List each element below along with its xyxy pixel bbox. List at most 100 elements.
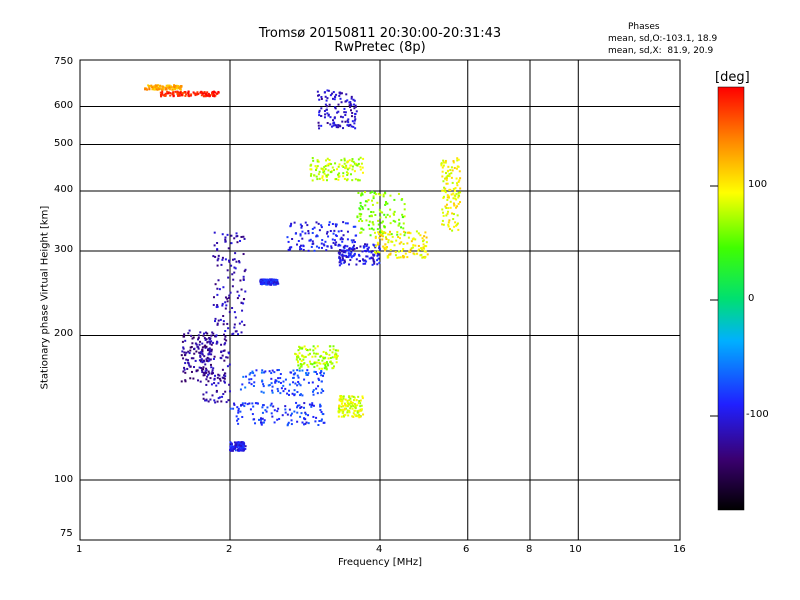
data-point <box>299 245 302 248</box>
data-point <box>444 187 447 190</box>
data-point <box>237 422 240 425</box>
data-point <box>350 125 353 128</box>
data-point <box>326 245 329 248</box>
data-point <box>400 226 403 229</box>
data-point <box>178 93 181 96</box>
data-point <box>155 87 158 90</box>
data-point <box>305 348 308 351</box>
data-point <box>284 378 287 381</box>
data-point <box>385 202 388 205</box>
data-point <box>398 237 401 240</box>
data-point <box>446 196 449 199</box>
data-point <box>360 404 363 407</box>
data-point <box>381 235 384 238</box>
data-point <box>154 87 157 90</box>
data-point <box>199 340 202 343</box>
data-point <box>343 402 346 405</box>
data-point <box>389 253 392 256</box>
data-point <box>248 378 251 381</box>
data-point <box>325 249 328 252</box>
data-point <box>352 160 355 163</box>
data-point <box>268 278 271 281</box>
data-point <box>260 422 263 425</box>
data-point <box>242 298 245 301</box>
data-point <box>352 405 355 408</box>
data-point <box>206 332 209 335</box>
data-point <box>300 406 303 409</box>
data-point <box>379 210 382 213</box>
data-point <box>234 316 237 319</box>
data-point <box>217 279 220 282</box>
data-point <box>241 402 244 405</box>
data-point <box>206 356 209 359</box>
data-point <box>361 171 364 174</box>
data-point <box>325 232 328 235</box>
data-point <box>349 254 352 257</box>
data-point <box>165 87 168 90</box>
data-point <box>357 415 360 418</box>
data-point <box>441 208 444 211</box>
data-point <box>338 172 341 175</box>
data-point <box>262 391 265 394</box>
data-point <box>321 412 324 415</box>
data-point <box>312 345 315 348</box>
data-point <box>359 215 362 218</box>
data-point <box>204 331 207 334</box>
data-point <box>236 406 239 409</box>
data-point <box>249 371 252 374</box>
data-point <box>271 391 274 394</box>
data-point <box>342 234 345 237</box>
data-point <box>233 258 236 261</box>
data-point <box>372 254 375 257</box>
data-point <box>243 405 246 408</box>
data-point <box>346 178 349 181</box>
data-point <box>349 259 352 262</box>
data-point <box>320 374 323 377</box>
data-point <box>359 245 362 248</box>
data-point <box>332 91 335 94</box>
data-point <box>304 355 307 358</box>
data-point <box>346 124 349 127</box>
data-point <box>212 303 215 306</box>
data-point <box>213 244 216 247</box>
data-point <box>343 407 346 410</box>
data-point <box>338 264 341 267</box>
data-point <box>332 365 335 368</box>
data-point <box>337 124 340 127</box>
data-point <box>385 237 388 240</box>
data-point <box>336 111 339 114</box>
data-point <box>194 359 197 362</box>
data-point <box>415 230 418 233</box>
data-point <box>231 307 234 310</box>
data-point <box>357 178 360 181</box>
data-point <box>307 365 310 368</box>
data-point <box>342 172 345 175</box>
data-point <box>370 251 373 254</box>
data-point <box>329 229 332 232</box>
data-point <box>243 324 246 327</box>
data-point <box>402 222 405 225</box>
data-point <box>311 381 314 384</box>
data-point <box>346 222 349 225</box>
data-point <box>359 409 362 412</box>
data-point <box>276 281 279 284</box>
data-point <box>334 106 337 109</box>
data-point <box>374 193 377 196</box>
data-point <box>261 369 264 372</box>
data-point <box>350 97 353 100</box>
data-point <box>338 406 341 409</box>
data-point <box>321 176 324 179</box>
data-point <box>386 256 389 259</box>
data-point <box>347 404 350 407</box>
data-point <box>324 113 327 116</box>
data-point <box>384 236 387 239</box>
data-point <box>204 92 207 95</box>
data-point <box>223 380 226 383</box>
data-point <box>201 342 204 345</box>
data-point <box>456 214 459 217</box>
data-point <box>296 420 299 423</box>
data-point <box>309 348 312 351</box>
data-point <box>236 448 239 451</box>
data-point <box>351 179 354 182</box>
data-point <box>303 362 306 365</box>
